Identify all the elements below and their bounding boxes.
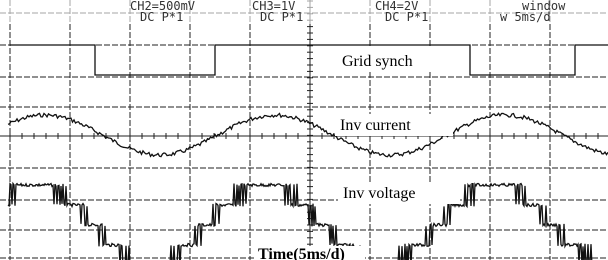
trace-label: Inv current (340, 117, 411, 134)
trace-label: Grid synch (342, 53, 413, 70)
channel-coupling: DC P*1 (260, 10, 303, 24)
channel-coupling: DC P*1 (140, 10, 183, 24)
scope-screen: Grid synch Inv current Inv voltage Time(… (0, 0, 608, 260)
window-scale: w 5ms/d (500, 10, 551, 24)
grid-synch-trace (10, 45, 608, 75)
x-label: Time(5ms/d) (258, 246, 345, 260)
trace-label: Inv voltage (343, 185, 415, 202)
channel-coupling: DC P*1 (385, 10, 428, 24)
grid (0, 0, 608, 260)
